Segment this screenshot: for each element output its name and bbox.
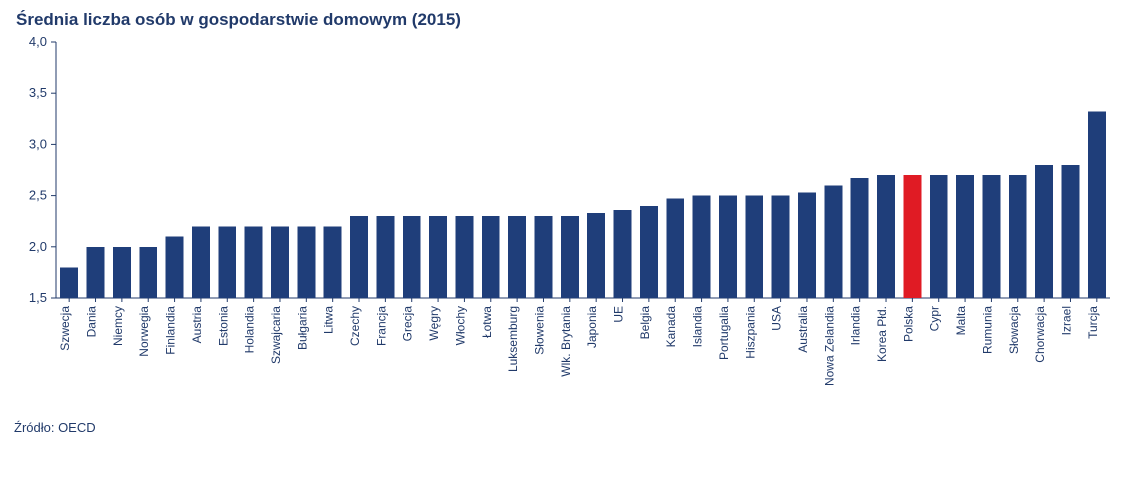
- x-tick-label: Belgia: [638, 306, 652, 340]
- bar: [87, 247, 105, 298]
- bar: [666, 199, 684, 298]
- y-tick-label: 2,0: [29, 239, 47, 254]
- bar: [508, 216, 526, 298]
- x-tick-label: Portugalia: [717, 306, 731, 360]
- x-tick-label: Hiszpania: [743, 306, 757, 359]
- bar: [429, 216, 447, 298]
- x-tick-label: Grecja: [401, 306, 415, 342]
- bar: [640, 206, 658, 298]
- bar: [271, 226, 289, 298]
- bar: [139, 247, 157, 298]
- x-tick-label: Malta: [954, 306, 968, 336]
- bar: [956, 175, 974, 298]
- household-size-chart: 1,5 2,0 2,5 3,0 3,5 4,0 Szwecja Dania Niemcy Norw…: [14, 36, 1116, 396]
- x-tick-label: USA: [770, 306, 784, 331]
- x-tick-label: Nowa Zelandia: [822, 306, 836, 386]
- x-tick-label: Estonia: [216, 306, 230, 346]
- x-tick-label: Irlandia: [849, 306, 863, 346]
- bar: [798, 193, 816, 298]
- x-tick-label: Bułgaria: [295, 306, 309, 350]
- bar: [930, 175, 948, 298]
- x-tick-label: Węgry: [427, 306, 441, 341]
- x-tick-label: Szwajcaria: [269, 306, 283, 364]
- bar: [719, 196, 737, 298]
- bar: [982, 175, 1000, 298]
- bar: [297, 226, 315, 298]
- bar: [1009, 175, 1027, 298]
- bar: [455, 216, 473, 298]
- bar: [113, 247, 131, 298]
- x-tick-label: Chorwacja: [1033, 306, 1047, 363]
- x-tick-label: Kanada: [664, 306, 678, 348]
- x-tick-label: Słowenia: [532, 306, 546, 355]
- y-tick-label: 2,5: [29, 188, 47, 203]
- x-tick-label: Cypr: [928, 306, 942, 331]
- bar: [587, 213, 605, 298]
- bar: [877, 175, 895, 298]
- x-tick-label: Czechy: [348, 306, 362, 346]
- x-tick-label: Francja: [374, 306, 388, 346]
- bar: [245, 226, 263, 298]
- bar: [350, 216, 368, 298]
- x-tick-label: Luksemburg: [506, 306, 520, 372]
- bar: [535, 216, 553, 298]
- bar: [376, 216, 394, 298]
- bar: [561, 216, 579, 298]
- x-tick-label: Korea Płd.: [875, 306, 889, 362]
- x-tick-label: Polska: [901, 306, 915, 342]
- y-tick-label: 4,0: [29, 36, 47, 49]
- bar-highlight: [903, 175, 921, 298]
- bar: [614, 210, 632, 298]
- x-tick-label: Wlk. Brytania: [559, 306, 573, 377]
- chart-svg: 1,5 2,0 2,5 3,0 3,5 4,0 Szwecja Dania Niemcy Norw…: [14, 36, 1116, 396]
- x-tick-label: Szwecja: [58, 306, 72, 351]
- bar: [1088, 112, 1106, 298]
- y-tick-label: 1,5: [29, 290, 47, 305]
- bar: [403, 216, 421, 298]
- y-tick-label: 3,0: [29, 136, 47, 151]
- bar: [745, 196, 763, 298]
- bar: [851, 178, 869, 298]
- bar: [192, 226, 210, 298]
- y-tick-label: 3,5: [29, 85, 47, 100]
- bar: [218, 226, 236, 298]
- x-tick-label: Finlandia: [164, 306, 178, 355]
- bar: [693, 196, 711, 298]
- x-tick-label: Islandia: [691, 306, 705, 348]
- x-tick-label: Turcja: [1086, 306, 1100, 339]
- bar: [772, 196, 790, 298]
- x-tick-label: Holandia: [243, 306, 257, 354]
- bar: [1062, 165, 1080, 298]
- x-tick-label: Australia: [796, 306, 810, 353]
- x-tick-label: Norwegia: [137, 306, 151, 357]
- bar: [1035, 165, 1053, 298]
- x-tick-label: Litwa: [322, 306, 336, 334]
- x-tick-label: Łotwa: [480, 306, 494, 338]
- bar: [166, 237, 184, 298]
- x-tick-label: Izrael: [1059, 306, 1073, 335]
- x-tick-label: Włochy: [453, 306, 467, 345]
- bar: [324, 226, 342, 298]
- x-tick-label: Niemcy: [111, 306, 125, 346]
- x-tick-label: Słowacja: [1007, 306, 1021, 354]
- chart-title: Średnia liczba osób w gospodarstwie domo…: [16, 10, 1116, 30]
- x-tick-label: Japonia: [585, 306, 599, 348]
- x-tick-label: Rumunia: [980, 306, 994, 354]
- bar: [824, 185, 842, 298]
- bar: [60, 267, 78, 298]
- bar: [482, 216, 500, 298]
- x-tick-label: Dania: [85, 306, 99, 338]
- chart-source: Źródło: OECD: [14, 420, 1116, 435]
- x-tick-label: Austria: [190, 306, 204, 344]
- x-tick-label: UE: [612, 306, 626, 323]
